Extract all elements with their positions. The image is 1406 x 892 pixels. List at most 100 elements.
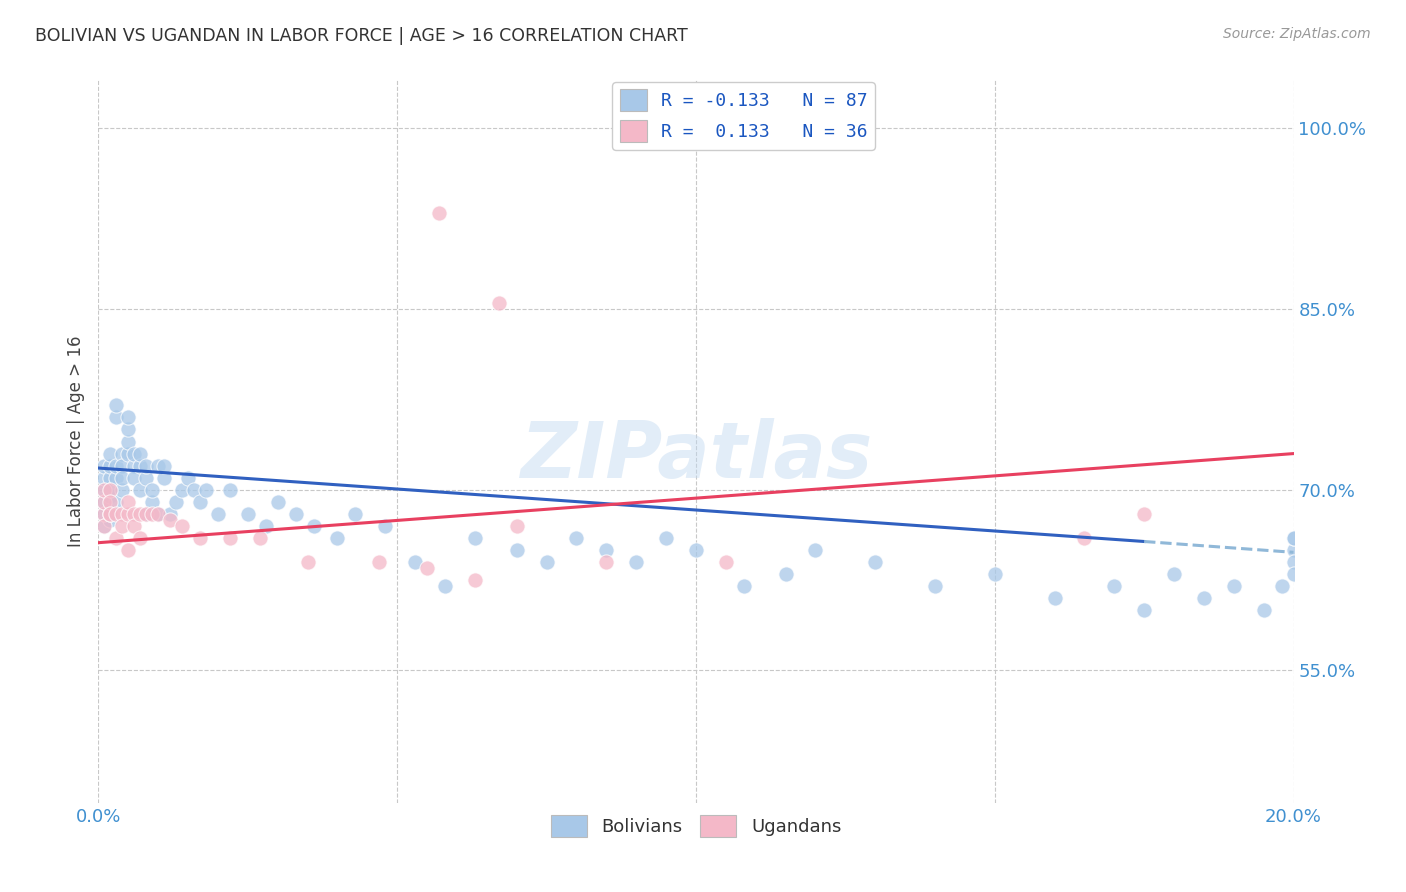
Point (188, 531, 211, 545)
Point (117, 447, 139, 461)
Point (111, 519, 134, 533)
Point (93, 519, 115, 533)
Point (733, 579, 755, 593)
Point (1282, 531, 1305, 545)
Point (117, 507, 139, 521)
Point (117, 423, 139, 437)
Point (488, 296, 510, 310)
Point (464, 531, 486, 545)
Point (506, 542, 529, 557)
Point (416, 561, 439, 575)
Point (1271, 579, 1294, 593)
Point (159, 507, 181, 521)
Point (98, 471, 122, 485)
Point (135, 507, 157, 521)
Point (434, 579, 457, 593)
Point (172, 519, 194, 533)
Point (183, 483, 205, 497)
Point (98, 489, 122, 503)
Point (141, 483, 163, 497)
Point (865, 555, 887, 569)
Point (267, 495, 290, 509)
Point (1223, 579, 1246, 593)
Point (924, 579, 946, 593)
Point (775, 567, 797, 582)
Point (98, 458, 122, 473)
Point (124, 519, 146, 533)
Point (207, 507, 229, 521)
Point (159, 513, 181, 527)
Point (124, 507, 146, 521)
Point (249, 531, 271, 545)
Point (236, 507, 259, 521)
Point (111, 507, 134, 521)
Point (98, 495, 122, 509)
Point (1133, 507, 1156, 521)
Point (105, 410, 128, 425)
Point (135, 471, 157, 485)
Point (117, 495, 139, 509)
Point (129, 447, 152, 461)
Point (148, 507, 170, 521)
Point (297, 555, 319, 569)
Text: Source: ZipAtlas.com: Source: ZipAtlas.com (1223, 27, 1371, 41)
Point (105, 531, 128, 545)
Point (326, 531, 349, 545)
Point (219, 531, 242, 545)
Point (98, 507, 122, 521)
Point (464, 573, 486, 587)
Point (595, 542, 617, 557)
Point (98, 507, 122, 521)
Point (98, 507, 122, 521)
Point (117, 410, 139, 425)
Legend: Bolivians, Ugandans: Bolivians, Ugandans (543, 808, 849, 845)
Point (124, 447, 146, 461)
Point (1163, 567, 1185, 582)
Point (655, 531, 678, 545)
Point (1282, 555, 1305, 569)
Point (1133, 603, 1156, 617)
Point (111, 458, 134, 473)
Point (98, 483, 122, 497)
Point (195, 483, 218, 497)
Point (302, 519, 325, 533)
Point (111, 483, 134, 497)
Point (1073, 531, 1095, 545)
Point (124, 471, 146, 485)
Point (536, 555, 558, 569)
Point (93, 483, 115, 497)
Point (98, 483, 122, 497)
Point (165, 495, 187, 509)
Point (1282, 531, 1305, 545)
Point (98, 447, 122, 461)
Point (219, 483, 242, 497)
Point (98, 513, 122, 527)
Point (344, 507, 367, 521)
Y-axis label: In Labor Force | Age > 16: In Labor Force | Age > 16 (66, 335, 84, 548)
Point (188, 495, 211, 509)
Point (685, 542, 707, 557)
Point (105, 471, 128, 485)
Point (427, 205, 450, 219)
Point (93, 519, 115, 533)
Point (93, 471, 115, 485)
Point (148, 507, 170, 521)
Point (153, 471, 176, 485)
Point (1192, 591, 1215, 606)
Point (105, 458, 128, 473)
Point (93, 495, 115, 509)
Point (565, 531, 588, 545)
Point (404, 555, 426, 569)
Point (124, 458, 146, 473)
Point (1282, 542, 1305, 557)
Point (135, 507, 157, 521)
Point (117, 434, 139, 449)
Point (177, 471, 200, 485)
Text: ZIPatlas: ZIPatlas (520, 418, 872, 494)
Point (117, 542, 139, 557)
Point (254, 519, 277, 533)
Point (141, 495, 163, 509)
Point (105, 495, 128, 509)
Point (284, 507, 307, 521)
Point (135, 458, 157, 473)
